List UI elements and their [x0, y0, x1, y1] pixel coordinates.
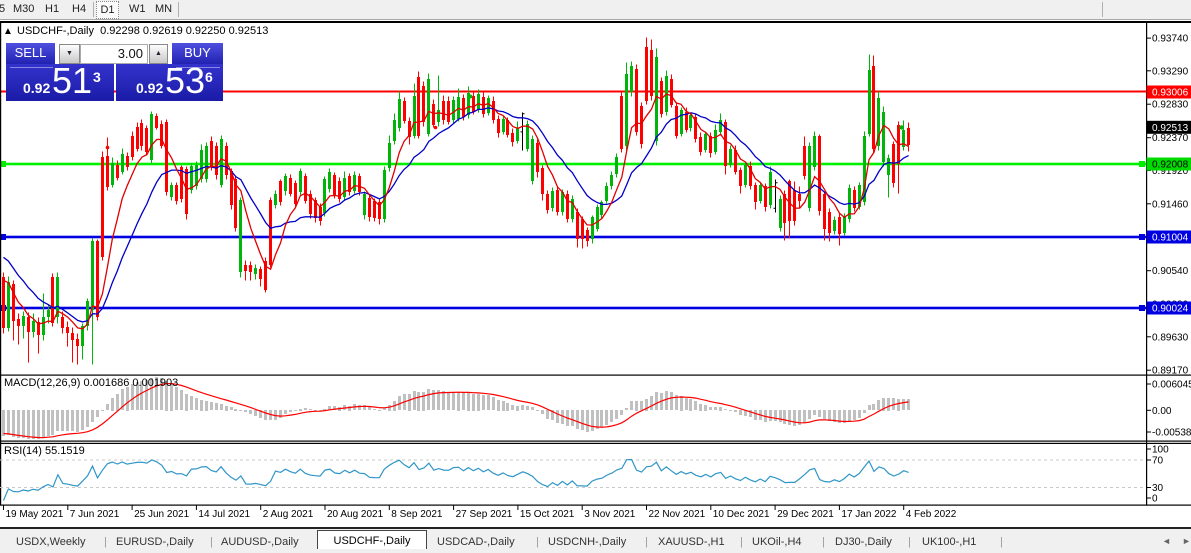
svg-text:0.92830: 0.92830	[1152, 100, 1189, 111]
svg-text:0: 0	[1152, 494, 1158, 505]
svg-text:14 Jul 2021: 14 Jul 2021	[198, 509, 250, 520]
svg-text:22 Nov 2021: 22 Nov 2021	[649, 509, 706, 520]
svg-text:0.92008: 0.92008	[1152, 160, 1189, 171]
svg-text:0.92370: 0.92370	[1152, 133, 1189, 144]
svg-text:8 Sep 2021: 8 Sep 2021	[391, 509, 443, 520]
svg-text:100: 100	[1152, 445, 1169, 456]
svg-text:-0.005383: -0.005383	[1152, 428, 1191, 439]
svg-text:RSI(14) 55.1519: RSI(14) 55.1519	[4, 445, 85, 457]
svg-text:27 Sep 2021: 27 Sep 2021	[456, 509, 513, 520]
svg-text:0.93290: 0.93290	[1152, 66, 1189, 77]
svg-text:15 Oct 2021: 15 Oct 2021	[520, 509, 575, 520]
svg-text:0.89170: 0.89170	[1152, 366, 1189, 377]
svg-text:2 Aug 2021: 2 Aug 2021	[263, 509, 314, 520]
svg-text:0.91920: 0.91920	[1152, 166, 1189, 177]
svg-text:USDCHF-,Daily 0.92298 0.92619: USDCHF-,Daily 0.92298 0.92619 0.92250 0.…	[17, 25, 268, 37]
svg-text:10 Dec 2021: 10 Dec 2021	[713, 509, 770, 520]
svg-text:3 Nov 2021: 3 Nov 2021	[584, 509, 636, 520]
svg-text:30: 30	[1152, 483, 1164, 494]
svg-text:0.91004: 0.91004	[1152, 233, 1189, 244]
svg-text:29 Dec 2021: 29 Dec 2021	[777, 509, 834, 520]
svg-text:MACD(12,26,9) 0.001686 0.00190: MACD(12,26,9) 0.001686 0.001903	[4, 377, 178, 389]
svg-text:0.89630: 0.89630	[1152, 332, 1189, 343]
svg-text:20 Aug 2021: 20 Aug 2021	[327, 509, 384, 520]
svg-text:0.93740: 0.93740	[1152, 34, 1189, 45]
svg-text:0.93006: 0.93006	[1152, 88, 1189, 99]
svg-text:0.00: 0.00	[1152, 406, 1172, 417]
svg-text:0.006045: 0.006045	[1152, 380, 1191, 391]
svg-text:0.91460: 0.91460	[1152, 199, 1189, 210]
svg-text:19 May 2021: 19 May 2021	[6, 509, 64, 520]
svg-text:17 Jan 2022: 17 Jan 2022	[841, 509, 896, 520]
svg-text:0.92513: 0.92513	[1152, 123, 1189, 134]
svg-text:7 Jun 2021: 7 Jun 2021	[70, 509, 120, 520]
svg-text:70: 70	[1152, 456, 1164, 467]
svg-text:25 Jun 2021: 25 Jun 2021	[134, 509, 189, 520]
svg-text:4 Feb 2022: 4 Feb 2022	[906, 509, 957, 520]
svg-text:0.90540: 0.90540	[1152, 266, 1189, 277]
svg-text:0.90024: 0.90024	[1152, 304, 1189, 315]
svg-text:▲: ▲	[3, 26, 13, 37]
